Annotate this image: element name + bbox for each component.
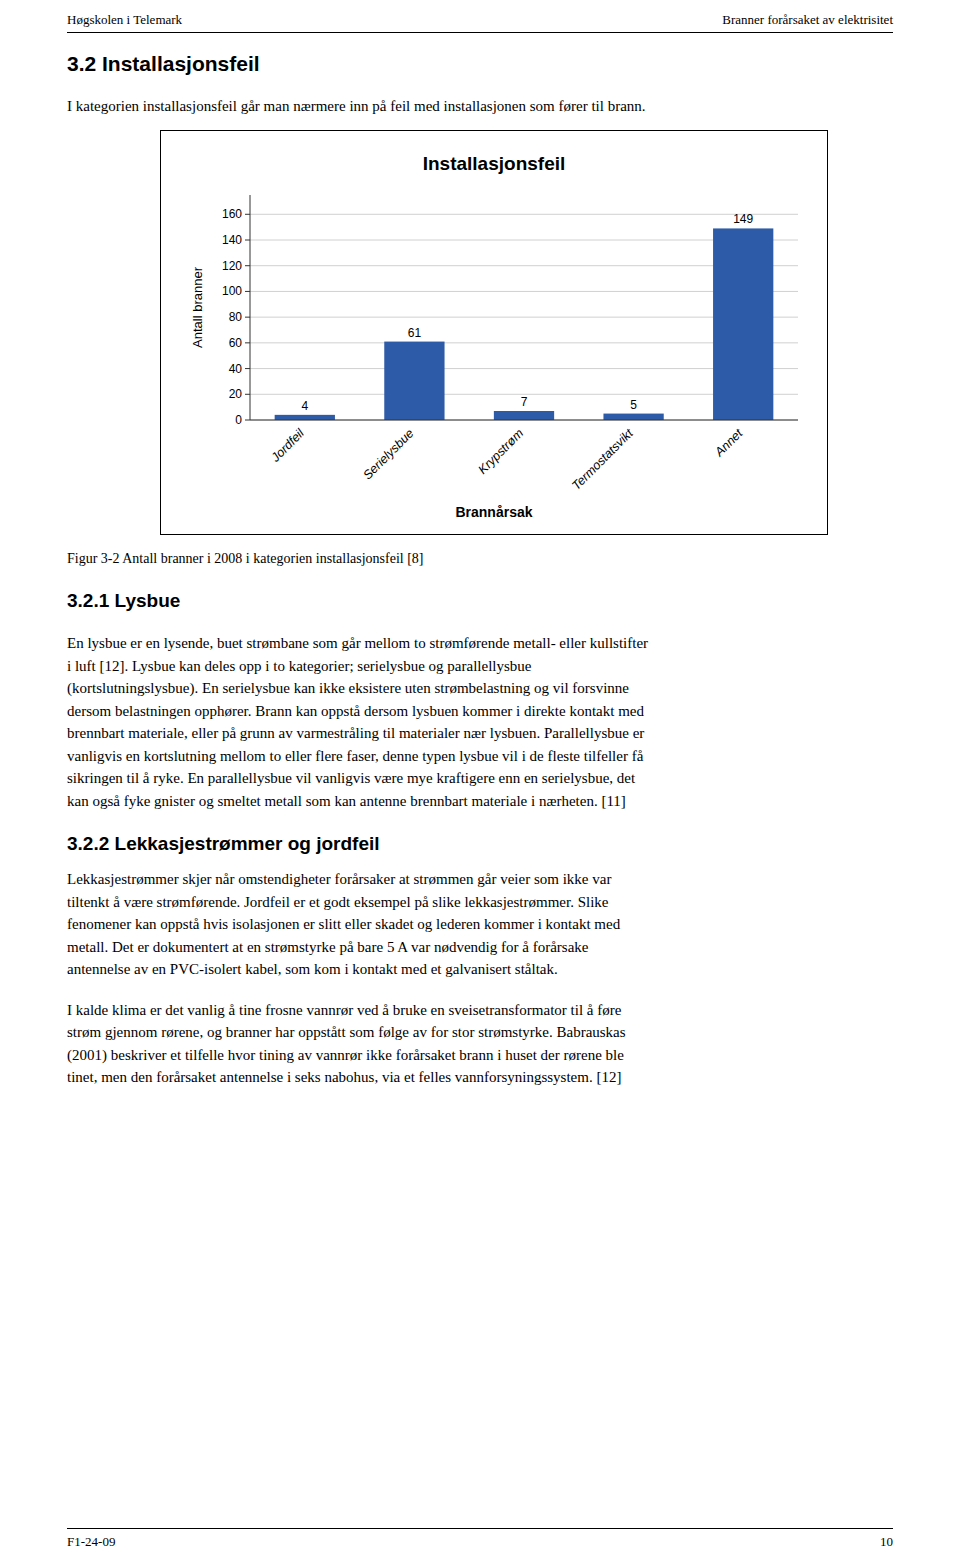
- y-tick-label: 60: [229, 336, 243, 350]
- y-tick: [245, 394, 250, 395]
- paragraph-line: Lekkasjestrømmer skjer når omstendighete…: [67, 871, 611, 888]
- paragraph-line: I kalde klima er det vanlig å tine frosn…: [67, 1002, 621, 1019]
- data-label: 4: [301, 399, 308, 413]
- footer-left: F1-24-09: [67, 1534, 115, 1550]
- footer-right: 10: [880, 1534, 893, 1550]
- paragraph-line: (kortslutningslysbue). En serielysbue ka…: [67, 680, 629, 697]
- data-label: 7: [521, 395, 528, 409]
- chart-frame: [161, 131, 828, 535]
- x-tick-label: Serielysbue: [360, 426, 416, 482]
- x-axis-line: [250, 420, 798, 421]
- y-tick-label: 20: [229, 387, 243, 401]
- y-tick-label: 140: [222, 233, 242, 247]
- y-tick-label: 160: [222, 207, 242, 221]
- y-tick-label: 120: [222, 259, 242, 273]
- x-tick-label: Annet: [712, 426, 746, 460]
- grid-line: [250, 420, 798, 421]
- grid: [250, 214, 798, 420]
- subsection-title: 3.2.2 Lekkasjestrømmer og jordfeil: [67, 833, 380, 855]
- paragraph-line: strøm gjennom rørene, og branner har opp…: [67, 1024, 626, 1041]
- grid-line: [250, 214, 798, 215]
- y-tick: [245, 240, 250, 241]
- data-label: 149: [733, 212, 753, 226]
- y-tick: [245, 214, 250, 215]
- y-axis-line: [250, 195, 251, 420]
- paragraph-line: kan også fyke gnister og smeltet metall …: [67, 793, 626, 810]
- figure-caption: Figur 3-2 Antall branner i 2008 i katego…: [67, 551, 424, 567]
- paragraph-line: En lysbue er en lysende, buet strømbane …: [67, 635, 648, 652]
- y-tick-label: 40: [229, 362, 243, 376]
- bar: [494, 411, 554, 420]
- paragraph-line: brennbart materiale, eller på grunn av v…: [67, 725, 644, 742]
- section-title: 3.2 Installasjonsfeil: [67, 52, 260, 76]
- paragraph-line: (2001) beskriver et tilfelle hvor tining…: [67, 1047, 624, 1064]
- chart-title: Installasjonsfeil: [423, 153, 566, 174]
- paragraph-line: vanligvis en kortslutning mellom to elle…: [67, 748, 643, 765]
- header-right: Branner forårsaket av elektrisitet: [722, 12, 893, 28]
- bar: [603, 414, 663, 420]
- y-tick-label: 100: [222, 284, 242, 298]
- bar: [275, 415, 335, 420]
- paragraph-line: antennelse av en PVC-isolert kabel, som …: [67, 961, 558, 978]
- y-tick: [245, 420, 250, 421]
- paragraph-line: tiltenkt å være strømførende. Jordfeil e…: [67, 894, 609, 911]
- chart: Installasjonsfeil 0 20 40 60 80 100 120 140 160 4 6…: [160, 130, 828, 535]
- y-tick-label: 80: [229, 310, 243, 324]
- paragraph-line: tinet, men den forårsaket antennelse i s…: [67, 1069, 621, 1086]
- x-tick-label: Krypstrøm: [475, 426, 526, 477]
- paragraph-line: i luft [12]. Lysbue kan deles opp i to k…: [67, 658, 531, 675]
- subsection-title: 3.2.1 Lysbue: [67, 590, 180, 612]
- intro-text: I kategorien installasjonsfeil går man n…: [67, 98, 646, 115]
- paragraph-line: dersom belastningen opphører. Brann kan …: [67, 703, 644, 720]
- bar: [713, 228, 773, 420]
- header-left: Høgskolen i Telemark: [67, 12, 182, 28]
- bar: [384, 342, 444, 420]
- y-tick: [245, 291, 250, 292]
- paragraph-line: metall. Det er dokumentert at en strømst…: [67, 939, 588, 956]
- x-tick-label: Jordfeil: [268, 425, 308, 465]
- y-tick: [245, 317, 250, 318]
- data-label: 61: [408, 326, 422, 340]
- page: {"header_left": "Høgskolen i Telemark", …: [0, 0, 960, 1558]
- header-rule: [67, 32, 893, 33]
- paragraph-line: fenomener kan oppstå hvis isolasjonen er…: [67, 916, 620, 933]
- data-label: 5: [630, 398, 637, 412]
- y-tick: [245, 265, 250, 266]
- y-tick: [245, 368, 250, 369]
- y-tick-label: 0: [235, 413, 242, 427]
- bars: [275, 228, 774, 420]
- paragraph-line: sikringen til å ryke. En parallellysbue …: [67, 770, 635, 787]
- y-axis-title: Antall branner: [190, 266, 205, 348]
- y-tick: [245, 342, 250, 343]
- footer-rule: [67, 1528, 893, 1529]
- x-tick-label: Termostatsvikt: [569, 426, 636, 493]
- x-axis-title: Brannårsak: [455, 504, 532, 520]
